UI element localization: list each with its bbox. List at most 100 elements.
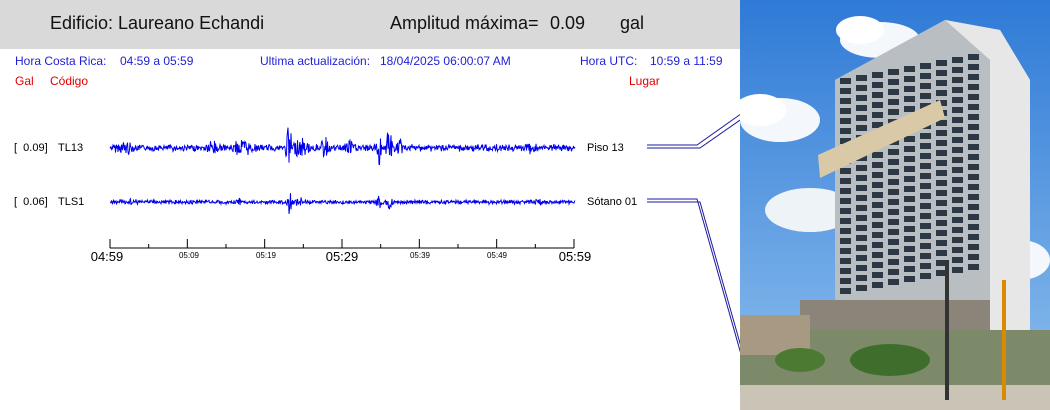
- building-window: [840, 268, 851, 274]
- building-window: [904, 166, 915, 172]
- building-window: [856, 105, 867, 111]
- building-window: [904, 176, 915, 182]
- building-window: [888, 109, 899, 115]
- building-window: [936, 200, 947, 206]
- building-window: [936, 80, 947, 86]
- building-window: [840, 278, 851, 284]
- building-window: [840, 228, 851, 234]
- building-window: [888, 69, 899, 75]
- building-window: [904, 226, 915, 232]
- building-window: [952, 157, 963, 163]
- axis-major-label-2: 05:29: [326, 249, 359, 264]
- building-window: [920, 253, 931, 259]
- building-window: [968, 74, 979, 80]
- building-window: [856, 285, 867, 291]
- leader-line-sotano-01-shadow: [647, 201, 740, 346]
- building-window: [888, 189, 899, 195]
- channel-1-waveform: [109, 127, 576, 166]
- building-window: [872, 232, 883, 238]
- building-window: [952, 87, 963, 93]
- building-window: [920, 163, 931, 169]
- channel-1-gal-value: 0.09: [23, 142, 45, 154]
- building-window: [952, 117, 963, 123]
- building-window: [920, 133, 931, 139]
- building-window: [840, 248, 851, 254]
- building-window: [968, 164, 979, 170]
- building-window: [952, 147, 963, 153]
- building-window: [888, 99, 899, 105]
- building-window: [856, 245, 867, 251]
- cr-time-range: 04:59 a 05:59: [120, 54, 194, 68]
- building-window: [952, 107, 963, 113]
- building-window: [904, 186, 915, 192]
- building-window: [952, 267, 963, 273]
- building-window: [904, 86, 915, 92]
- building-window: [856, 275, 867, 281]
- building-window: [936, 190, 947, 196]
- seismogram-plot: 04:59 05:09 05:19 05:29 05:39 05:49 05:5…: [91, 113, 740, 353]
- building-window: [920, 263, 931, 269]
- building-window: [952, 77, 963, 83]
- building-window: [872, 192, 883, 198]
- building-window: [872, 162, 883, 168]
- building-window: [936, 210, 947, 216]
- building-window: [872, 242, 883, 248]
- building-window: [968, 194, 979, 200]
- building-window: [856, 75, 867, 81]
- building-window: [840, 258, 851, 264]
- axis-major-label-3: 05:59: [559, 249, 592, 264]
- building-window: [888, 89, 899, 95]
- building-window: [936, 240, 947, 246]
- building-window: [856, 125, 867, 131]
- building-window: [840, 118, 851, 124]
- cr-time-label: Hora Costa Rica:: [15, 54, 107, 68]
- building-window: [856, 225, 867, 231]
- building-window: [840, 188, 851, 194]
- building-window: [872, 82, 883, 88]
- building-window: [904, 256, 915, 262]
- building-window: [920, 243, 931, 249]
- update-value: 18/04/2025 06:00:07 AM: [380, 54, 511, 68]
- building-window: [920, 83, 931, 89]
- building-window: [936, 100, 947, 106]
- channel-1-code: TL13: [58, 142, 84, 154]
- building-window: [888, 279, 899, 285]
- channel-2-place: Sótano 01: [587, 196, 638, 208]
- building-window: [872, 102, 883, 108]
- building-window: [968, 94, 979, 100]
- building-window: [968, 84, 979, 90]
- building-window: [888, 79, 899, 85]
- building-window: [856, 205, 867, 211]
- building-window: [968, 234, 979, 240]
- building-window: [872, 262, 883, 268]
- building-window: [904, 196, 915, 202]
- max-amplitude-unit: gal: [620, 13, 645, 33]
- building-window: [888, 149, 899, 155]
- building-window: [888, 209, 899, 215]
- building-window: [856, 255, 867, 261]
- building-window: [920, 153, 931, 159]
- building-window: [856, 85, 867, 91]
- building-window: [904, 96, 915, 102]
- channel-1-place: Piso 13: [587, 142, 624, 154]
- building-window: [936, 70, 947, 76]
- building-window: [936, 250, 947, 256]
- building-window: [952, 97, 963, 103]
- building-window: [888, 199, 899, 205]
- building-window: [968, 184, 979, 190]
- building-window: [920, 213, 931, 219]
- building-window: [872, 112, 883, 118]
- building-window: [968, 104, 979, 110]
- axis-major-label-1: 04:59: [91, 249, 124, 264]
- building-window: [968, 174, 979, 180]
- building-window: [888, 249, 899, 255]
- utc-time-range: 10:59 a 11:59: [650, 54, 723, 68]
- axis-minor-label-3: 05:39: [410, 251, 431, 260]
- axis-minor-label-4: 05:49: [487, 251, 508, 260]
- building-window: [952, 247, 963, 253]
- building-window: [936, 160, 947, 166]
- building-window: [968, 244, 979, 250]
- building-window: [840, 88, 851, 94]
- building-window: [952, 257, 963, 263]
- building-window: [936, 180, 947, 186]
